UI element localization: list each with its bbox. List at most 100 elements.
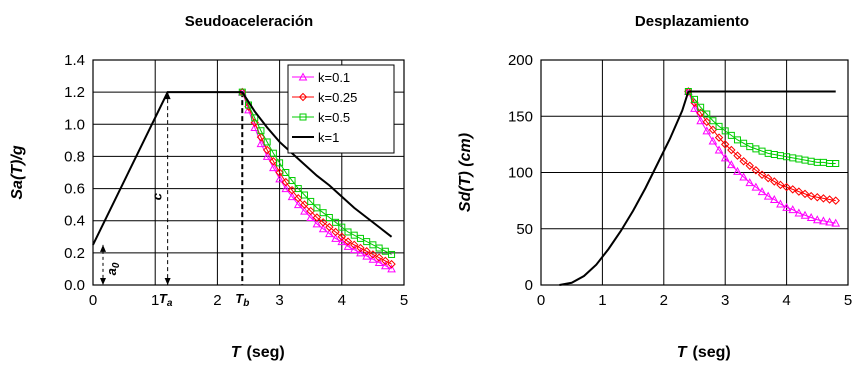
data-point <box>313 204 321 212</box>
data-point <box>257 127 265 135</box>
data-point <box>300 200 309 209</box>
x-axis-unit: (seg) <box>247 344 285 361</box>
y-tick-label: 1.2 <box>64 84 85 101</box>
x-tick-label: 5 <box>844 292 852 309</box>
data-point <box>751 182 761 191</box>
data-point <box>374 253 384 262</box>
data-point <box>776 199 785 208</box>
data-point <box>325 229 334 238</box>
x-tick-label: 3 <box>721 292 729 309</box>
data-point <box>306 206 315 216</box>
data-point <box>696 116 705 125</box>
series-line <box>687 91 836 164</box>
data-point <box>381 261 390 270</box>
y-tick-label: 0.0 <box>64 277 85 294</box>
y-tick-label: 200 <box>508 52 533 69</box>
data-point <box>256 132 266 142</box>
data-point <box>307 197 315 205</box>
x-tick-label: 1 <box>598 292 606 309</box>
data-point <box>374 257 384 266</box>
data-point <box>769 194 779 203</box>
legend-label: k=1 <box>318 130 339 145</box>
data-point <box>368 254 378 263</box>
data-point <box>387 264 396 273</box>
data-point <box>800 189 810 199</box>
data-point <box>325 222 334 232</box>
plot-frame <box>92 59 405 286</box>
chart-title: Seudoaceleración <box>185 13 313 30</box>
data-point <box>788 205 798 214</box>
data-point <box>251 114 259 122</box>
data-point <box>282 169 290 176</box>
y-tick-label: 150 <box>508 108 533 125</box>
chart-title: Desplazamiento <box>635 13 749 30</box>
data-point <box>696 108 705 118</box>
data-point <box>721 127 729 135</box>
data-point <box>338 223 346 231</box>
data-point <box>332 218 340 226</box>
data-point <box>763 173 773 183</box>
series-line <box>241 91 392 265</box>
data-point <box>794 187 804 196</box>
data-point <box>269 163 278 172</box>
data-point <box>739 157 748 166</box>
data-point <box>281 184 291 193</box>
ta-annotation: Ta <box>159 291 173 309</box>
data-point <box>293 200 303 209</box>
data-point <box>306 212 316 221</box>
data-point <box>697 103 705 111</box>
data-point <box>300 206 309 215</box>
data-point <box>269 149 277 157</box>
legend-marker <box>299 113 307 121</box>
y-tick-label: 100 <box>508 165 533 182</box>
data-point <box>825 195 834 204</box>
data-point <box>356 243 365 253</box>
data-point <box>727 131 735 139</box>
series-line <box>559 90 836 286</box>
data-point <box>739 172 748 181</box>
data-point <box>288 177 296 185</box>
y-axis-label: Sa(T)/g <box>9 145 26 199</box>
data-point <box>337 237 347 246</box>
x-tick-label: 2 <box>660 292 668 309</box>
data-point <box>812 215 822 224</box>
data-point <box>703 110 711 118</box>
data-point <box>325 214 333 221</box>
legend-label: k=0.5 <box>318 110 350 125</box>
data-point <box>256 139 266 148</box>
data-point <box>331 227 340 237</box>
data-point <box>356 248 365 257</box>
series-line <box>241 91 392 270</box>
data-point <box>832 160 840 167</box>
data-point <box>788 185 797 194</box>
c-annotation: c <box>150 192 165 200</box>
data-point <box>708 125 718 134</box>
data-point <box>387 259 396 269</box>
data-point <box>294 194 303 203</box>
y-tick-label: 0 <box>525 277 533 294</box>
tb-subscript: b <box>243 298 249 309</box>
x-axis-label: T <box>231 344 242 361</box>
data-point <box>343 237 353 246</box>
data-point <box>350 240 359 250</box>
data-point <box>782 182 791 192</box>
data-point <box>727 145 736 155</box>
data-point <box>715 122 723 130</box>
data-point <box>287 185 297 195</box>
seudoaceleracion-chart: Seudoaceleración 0 1 2 3 4 5 0.0 0.2 0.4 0.6 0.8 1.0… <box>9 13 408 361</box>
data-point <box>381 256 390 266</box>
legend-marker <box>298 92 308 102</box>
y-tick-label: 0.6 <box>64 181 85 198</box>
data-point <box>806 212 816 221</box>
data-point <box>343 241 353 250</box>
arrow-head-icon <box>164 278 171 285</box>
data-point <box>388 250 396 258</box>
a0-subscript: 0 <box>111 262 122 268</box>
data-point <box>300 191 308 199</box>
plot-frame <box>540 59 849 286</box>
series-line <box>687 91 836 224</box>
tb-annotation: Tb <box>235 291 249 309</box>
y-tick-label: 0.4 <box>64 213 85 230</box>
data-point <box>745 178 755 187</box>
data-point <box>362 251 372 260</box>
